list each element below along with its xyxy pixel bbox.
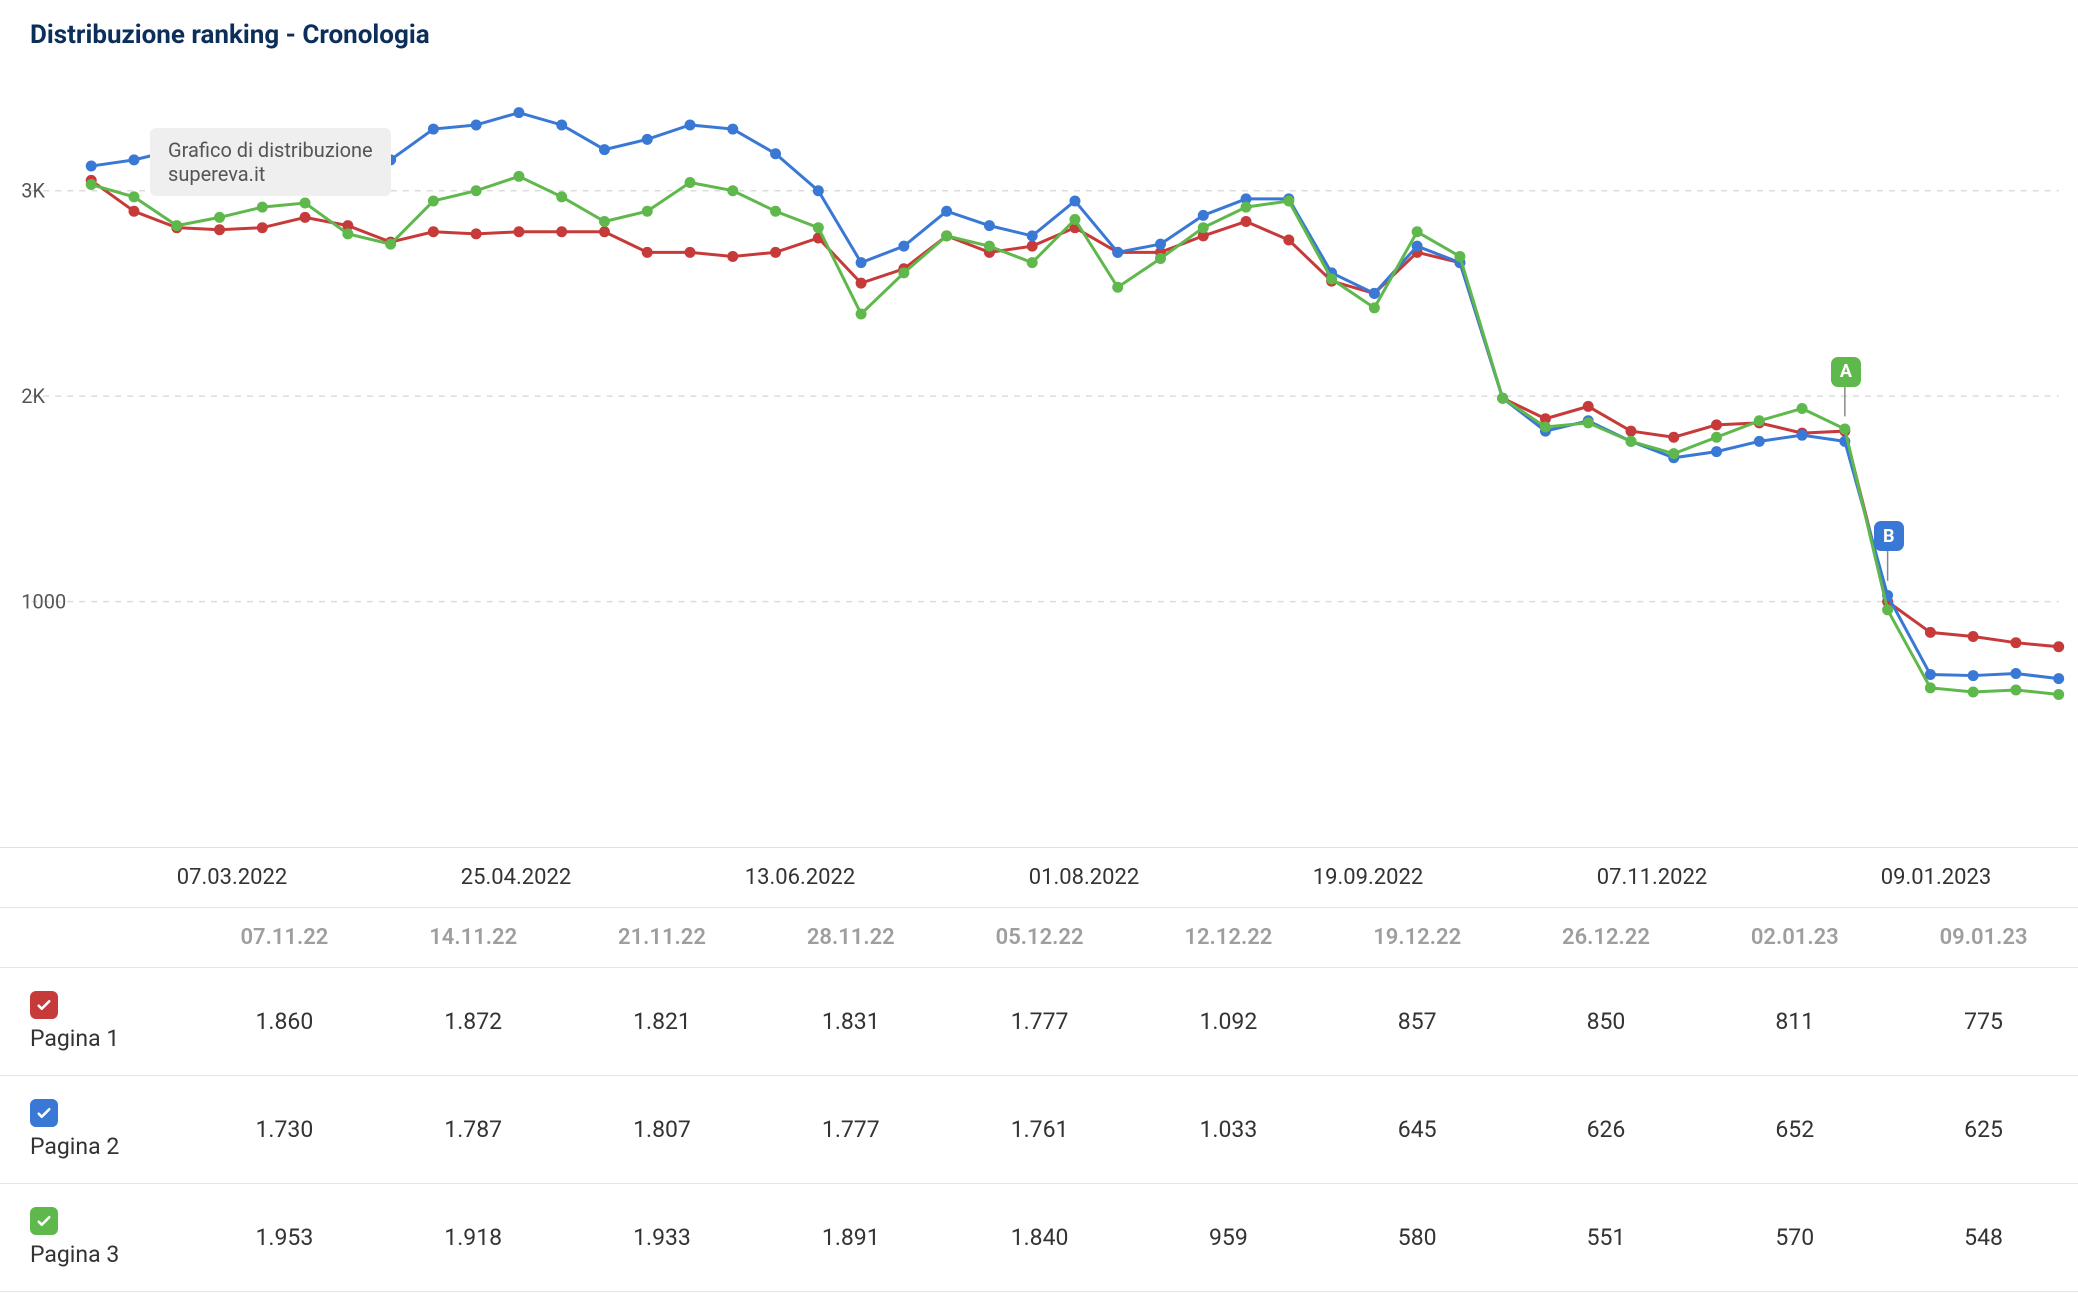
table-cell: 548 — [1889, 1224, 2078, 1251]
svg-text:1000: 1000 — [21, 590, 66, 614]
series-toggle-checkbox[interactable] — [30, 1207, 58, 1235]
table-cell: 1.933 — [568, 1224, 757, 1251]
table-cell: 857 — [1323, 1008, 1512, 1035]
table-header-cell: 02.01.23 — [1700, 925, 1889, 950]
table-cell: 1.860 — [190, 1008, 379, 1035]
table-cell: 1.730 — [190, 1116, 379, 1143]
table-cell: 1.953 — [190, 1224, 379, 1251]
table-header-cell: 09.01.23 — [1889, 925, 2078, 950]
table-cell: 1.092 — [1134, 1008, 1323, 1035]
table-cell: 1.807 — [568, 1116, 757, 1143]
table-cell: 570 — [1700, 1224, 1889, 1251]
table-cell: 1.761 — [945, 1116, 1134, 1143]
chart-tooltip: Grafico di distribuzione supereva.it — [150, 128, 391, 196]
table-cell: 580 — [1323, 1224, 1512, 1251]
svg-text:3K: 3K — [21, 179, 45, 203]
x-axis-tick: 01.08.2022 — [942, 865, 1226, 890]
table-cell: 1.891 — [756, 1224, 945, 1251]
table-cell: 1.918 — [379, 1224, 568, 1251]
svg-text:2K: 2K — [21, 384, 45, 408]
series-toggle-checkbox[interactable] — [30, 991, 58, 1019]
tooltip-line1: Grafico di distribuzione — [168, 138, 373, 162]
table-cell: 811 — [1700, 1008, 1889, 1035]
table-header-cell: 21.11.22 — [568, 925, 757, 950]
table-cell: 1.033 — [1134, 1116, 1323, 1143]
table-header-cell: 28.11.22 — [756, 925, 945, 950]
series-name: Pagina 3 — [30, 1241, 190, 1268]
x-axis-tick: 09.01.2023 — [1794, 865, 2078, 890]
table-cell: 645 — [1323, 1116, 1512, 1143]
table-cell: 959 — [1134, 1224, 1323, 1251]
table-cell: 1.777 — [756, 1116, 945, 1143]
table-header-cell: 07.11.22 — [190, 925, 379, 950]
table-body: Pagina 11.8601.8721.8211.8311.7771.09285… — [0, 968, 2078, 1292]
table-cell: 850 — [1512, 1008, 1701, 1035]
table-row: Pagina 11.8601.8721.8211.8311.7771.09285… — [0, 968, 2078, 1076]
table-header-cell: 19.12.22 — [1323, 925, 1512, 950]
table-header-row: 07.11.2214.11.2221.11.2228.11.2205.12.22… — [0, 908, 2078, 968]
ranking-distribution-panel: Distribuzione ranking - Cronologia 1000 2… — [0, 0, 2078, 1292]
table-cell: 1.787 — [379, 1116, 568, 1143]
series-toggle-checkbox[interactable] — [30, 1099, 58, 1127]
series-name: Pagina 2 — [30, 1133, 190, 1160]
table-header-cell: 26.12.22 — [1512, 925, 1701, 950]
table-row: Pagina 21.7301.7871.8071.7771.7611.03364… — [0, 1076, 2078, 1184]
table-row: Pagina 31.9531.9181.9331.8911.8409595805… — [0, 1184, 2078, 1292]
table-cell: 1.821 — [568, 1008, 757, 1035]
table-cell: 775 — [1889, 1008, 2078, 1035]
table-cell: 1.777 — [945, 1008, 1134, 1035]
panel-title: Distribuzione ranking - Cronologia — [0, 20, 2078, 68]
table-header-cell: 05.12.22 — [945, 925, 1134, 950]
series-label-cell: Pagina 3 — [0, 1207, 190, 1268]
x-axis-tick: 19.09.2022 — [1226, 865, 1510, 890]
table-cell: 1.840 — [945, 1224, 1134, 1251]
table-cell: 625 — [1889, 1116, 2078, 1143]
table-header-cell: 12.12.22 — [1134, 925, 1323, 950]
event-marker-a[interactable]: A — [1831, 357, 1861, 387]
series-label-cell: Pagina 2 — [0, 1099, 190, 1160]
x-axis-tick: 07.03.2022 — [90, 865, 374, 890]
event-marker-b[interactable]: B — [1874, 521, 1904, 551]
tooltip-line2: supereva.it — [168, 162, 373, 186]
x-axis-tick: 07.11.2022 — [1510, 865, 1794, 890]
table-cell: 1.872 — [379, 1008, 568, 1035]
table-cell: 551 — [1512, 1224, 1701, 1251]
table-header-cell: 14.11.22 — [379, 925, 568, 950]
x-axis-tick: 25.04.2022 — [374, 865, 658, 890]
series-name: Pagina 1 — [30, 1025, 190, 1052]
chart-x-axis: 07.03.202225.04.202213.06.202201.08.2022… — [0, 848, 2078, 908]
chart-area[interactable]: 1000 2K 3K Grafico di distribuzione supere… — [0, 68, 2078, 848]
table-cell: 1.831 — [756, 1008, 945, 1035]
table-cell: 652 — [1700, 1116, 1889, 1143]
series-label-cell: Pagina 1 — [0, 991, 190, 1052]
x-axis-tick: 13.06.2022 — [658, 865, 942, 890]
table-cell: 626 — [1512, 1116, 1701, 1143]
